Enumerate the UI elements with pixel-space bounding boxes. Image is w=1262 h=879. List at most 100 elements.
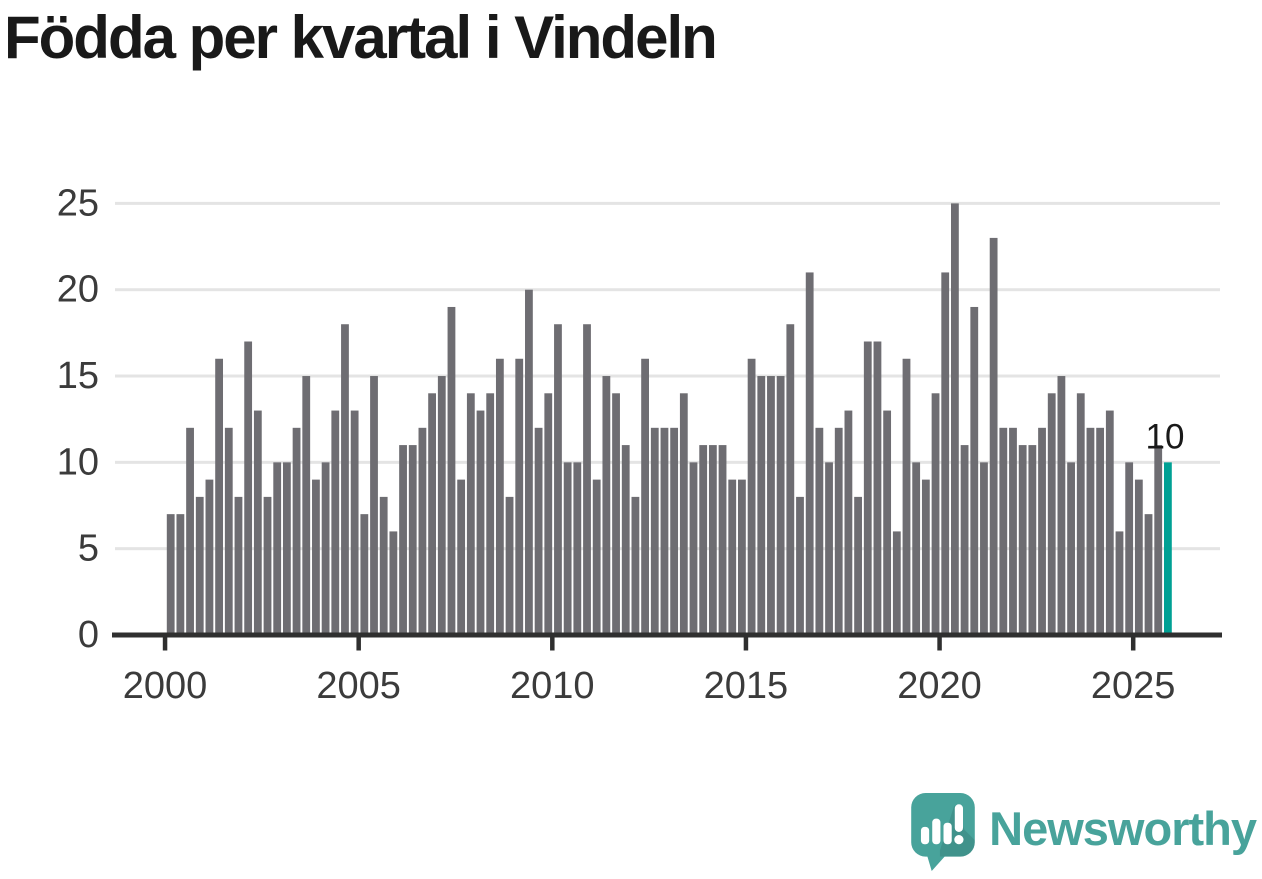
bar	[612, 393, 620, 635]
bar	[215, 358, 224, 635]
newsworthy-logo-text: Newsworthy	[989, 801, 1257, 855]
bar	[428, 393, 437, 635]
bar	[1115, 531, 1124, 635]
bar	[321, 462, 330, 635]
bar	[641, 358, 649, 635]
bar	[1038, 427, 1046, 635]
x-tick-label: 2025	[1091, 665, 1176, 707]
x-tick-label: 2010	[510, 665, 595, 707]
bar	[931, 393, 940, 635]
x-tick-label: 2020	[897, 665, 982, 707]
bar	[1009, 427, 1017, 635]
bar	[796, 496, 804, 635]
bar	[302, 376, 311, 635]
bar	[844, 410, 853, 635]
x-tick	[743, 637, 749, 651]
bar	[195, 496, 204, 635]
bar	[370, 376, 378, 635]
bar	[505, 496, 514, 635]
gridline	[115, 201, 1220, 205]
bar	[176, 514, 185, 635]
bar	[253, 410, 262, 635]
x-tick	[356, 637, 361, 651]
bar	[186, 427, 194, 635]
bar	[1057, 376, 1066, 635]
bar	[1047, 393, 1056, 635]
bar	[525, 289, 533, 635]
bar	[708, 445, 717, 635]
bar	[951, 203, 959, 635]
bar	[815, 427, 824, 635]
bar	[312, 479, 320, 635]
x-tick-label: 2000	[123, 665, 208, 707]
bar	[166, 514, 175, 635]
bar	[592, 479, 601, 635]
bar	[282, 462, 291, 635]
newsworthy-logo-icon	[911, 793, 975, 871]
y-tick-label: 25	[57, 182, 99, 224]
y-tick-label: 5	[78, 528, 99, 570]
x-axis-line	[112, 632, 1222, 638]
bar	[1125, 462, 1134, 635]
bar	[1028, 445, 1037, 635]
bar	[399, 445, 407, 635]
bar	[980, 462, 988, 635]
bar	[728, 479, 737, 635]
bar	[486, 393, 495, 635]
highlighted-bar	[1163, 462, 1172, 635]
x-tick-label: 2005	[316, 665, 401, 707]
gridline	[115, 374, 1220, 378]
bar	[999, 427, 1008, 635]
x-tick	[162, 637, 168, 651]
bar	[621, 445, 630, 635]
bar	[786, 324, 795, 635]
bar	[718, 445, 727, 635]
bar	[263, 496, 272, 635]
bar	[631, 496, 640, 635]
bar	[776, 376, 785, 635]
bar	[379, 496, 388, 635]
bar	[234, 496, 243, 635]
bar	[1067, 462, 1075, 635]
last-value-label: 10	[1146, 417, 1185, 456]
bar	[544, 393, 553, 635]
bar	[466, 393, 475, 635]
bar	[960, 445, 969, 635]
bar	[244, 341, 253, 635]
bar	[408, 445, 417, 635]
newsworthy-branding: Newsworthy	[911, 793, 1257, 873]
bar	[418, 427, 427, 635]
x-tick	[937, 637, 942, 651]
bar	[747, 358, 756, 635]
bar	[873, 341, 882, 635]
bar	[583, 324, 591, 635]
bar	[1086, 427, 1095, 635]
bar	[883, 410, 892, 635]
bar	[1144, 514, 1153, 635]
bar	[757, 376, 766, 635]
bar	[660, 427, 669, 635]
bar	[1096, 427, 1105, 635]
gridline	[115, 288, 1220, 292]
bar	[738, 479, 746, 635]
bar	[515, 358, 524, 635]
bar	[921, 479, 930, 635]
bar	[331, 410, 340, 635]
bar	[341, 324, 349, 635]
bar	[1134, 479, 1143, 635]
bar	[912, 462, 921, 635]
bar	[573, 462, 582, 635]
bar	[834, 427, 843, 635]
bar	[1076, 393, 1085, 635]
bar	[447, 306, 456, 635]
chart-title: Födda per kvartal i Vindeln	[4, 4, 718, 71]
bar	[224, 427, 233, 635]
bar	[805, 272, 814, 635]
bar	[563, 462, 572, 635]
bar	[1154, 445, 1163, 635]
bar	[989, 237, 998, 635]
bar	[679, 393, 688, 635]
bar	[360, 514, 369, 635]
x-tick	[550, 637, 555, 651]
